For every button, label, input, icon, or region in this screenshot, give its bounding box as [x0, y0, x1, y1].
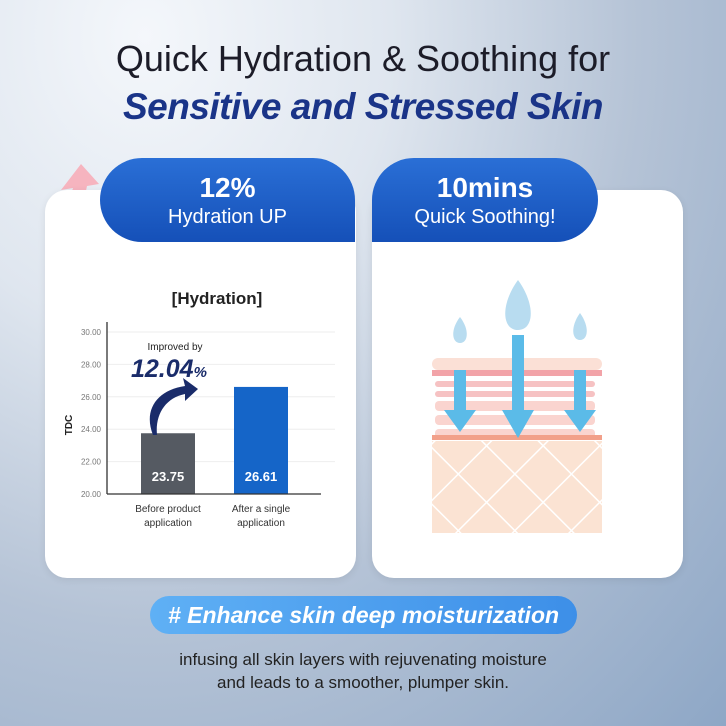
headline: Quick Hydration & Soothing for [115, 38, 611, 79]
y-tick-label: 24.00 [81, 425, 102, 434]
benefit-description: infusing all skin layers with rejuvenati… [0, 648, 726, 694]
x-tick-label: After a single [232, 504, 291, 515]
chart-title: [Hydration] [172, 289, 263, 308]
y-tick-label: 28.00 [81, 360, 102, 369]
bar-value-label: 26.61 [245, 469, 278, 484]
x-tick-label: Before product [135, 504, 201, 515]
y-tick-label: 26.00 [81, 393, 102, 402]
y-tick-label: 22.00 [81, 458, 102, 467]
skin-layers-illustration [432, 280, 602, 533]
benefit-tag: # Enhance skin deep moisturization [150, 596, 577, 634]
headline-emphasis: Sensitive and Stressed Skin [122, 86, 604, 127]
hydration-badge: 12% Hydration UP [100, 158, 355, 242]
hydration-label: Hydration UP [168, 206, 287, 228]
soothing-label: Quick Soothing! [414, 206, 556, 228]
hydration-chart: [Hydration] TDC 20.00 22.00 24.00 26.00 28.0… [64, 289, 335, 529]
description-line-2: and leads to a smoother, plumper skin. [217, 673, 509, 692]
bar-value-label: 23.75 [152, 469, 185, 484]
improvement-arrow-icon [149, 378, 198, 435]
annotation-text: Improved by [147, 342, 202, 353]
y-axis-label: TDC [64, 415, 75, 436]
bar [234, 386, 288, 494]
soothing-stat: 10mins [436, 172, 534, 203]
annotation-value: 12.04% [131, 355, 207, 383]
hydration-stat: 12% [199, 172, 256, 203]
y-tick-label: 20.00 [81, 490, 102, 499]
soothing-badge: 10mins Quick Soothing! [372, 158, 598, 242]
x-tick-label: application [144, 518, 192, 529]
y-tick-label: 30.00 [81, 328, 102, 337]
bar [141, 433, 195, 494]
x-tick-label: application [237, 518, 285, 529]
hydration-card [45, 190, 356, 578]
description-line-1: infusing all skin layers with rejuvenati… [179, 650, 547, 669]
